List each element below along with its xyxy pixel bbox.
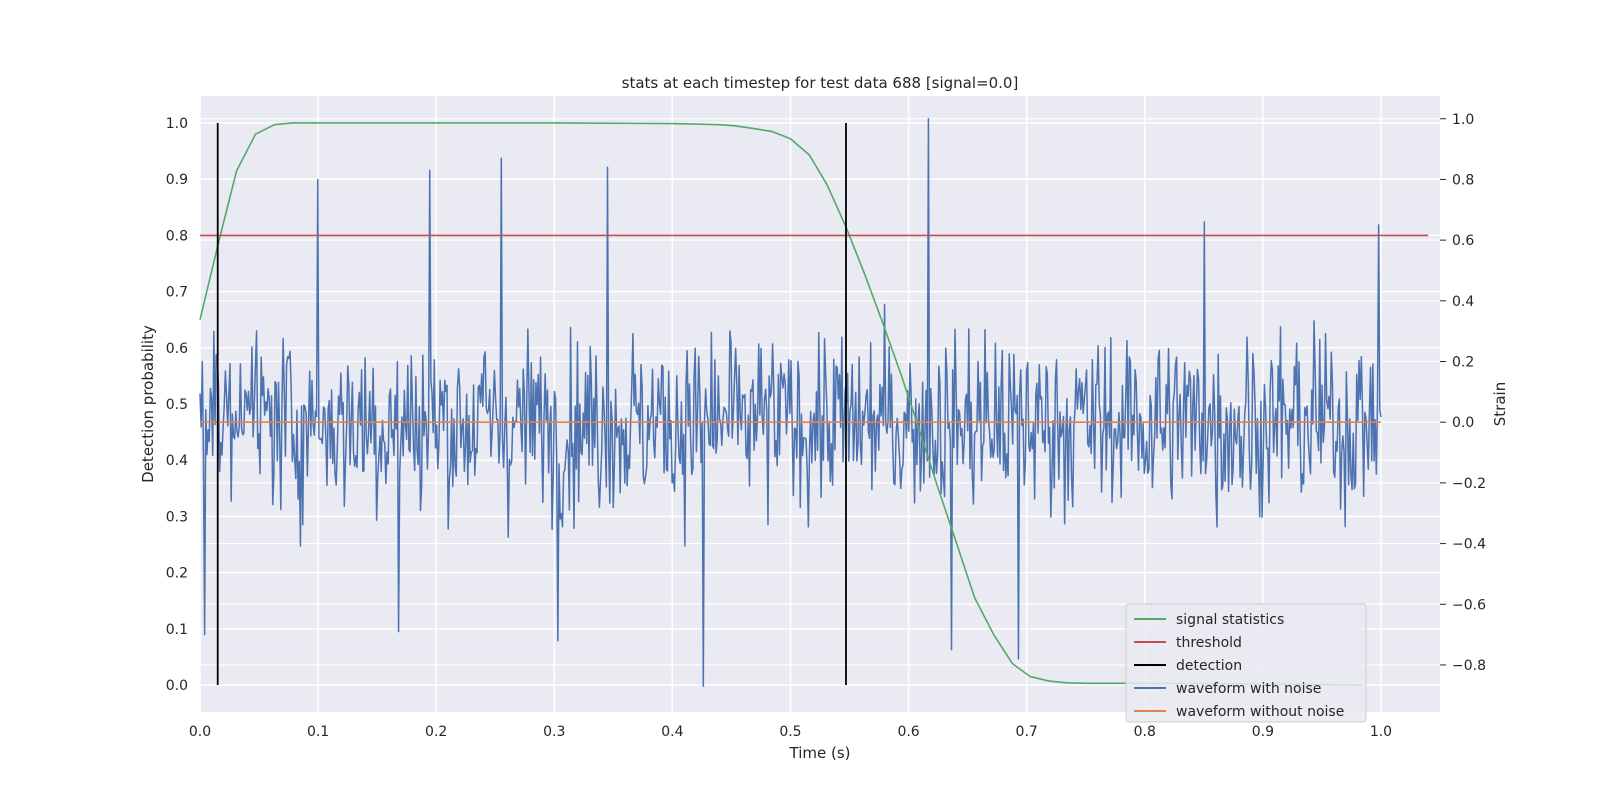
x-tick-label: 0.9 — [1252, 724, 1274, 740]
x-tick-label: 0.2 — [425, 724, 447, 740]
y2-tick-label: −0.2 — [1452, 476, 1486, 492]
y2-axis-title: Strain — [1491, 382, 1509, 426]
legend: signal statistics threshold detection wavef… — [1125, 603, 1367, 723]
x-tick-label: 0.3 — [543, 724, 565, 740]
y2-tick-label: 0.6 — [1452, 233, 1474, 249]
legend-label: signal statistics — [1176, 612, 1284, 628]
y-tick-label: 0.5 — [166, 397, 188, 413]
series-waveform-with-noise — [199, 118, 1382, 687]
series-signal-statistics — [199, 122, 1363, 686]
y-tick-label: 0.2 — [166, 566, 188, 582]
legend-label: waveform with noise — [1176, 681, 1321, 697]
legend-box — [1125, 603, 1367, 723]
x-axis-title: Time (s) — [789, 744, 851, 762]
y-tick-label: 0.3 — [166, 509, 188, 525]
legend-label: detection — [1176, 658, 1242, 674]
x-tick-label: 0.1 — [307, 724, 329, 740]
x-tick-label: 0.0 — [189, 724, 211, 740]
y2-tick-label: −0.4 — [1452, 537, 1486, 553]
y-tick-label: 0.1 — [166, 622, 188, 638]
y2-tick-label: 0.8 — [1452, 172, 1474, 188]
y-tick-label: 0.0 — [166, 678, 188, 694]
y2-tick-label: 1.0 — [1452, 112, 1474, 128]
y2-tick-label: −0.6 — [1452, 597, 1486, 613]
y-axis-title: Detection probability — [139, 325, 157, 483]
legend-label: threshold — [1176, 635, 1242, 651]
y-tick-label: 1.0 — [166, 116, 188, 132]
y2-tick-label: 0.2 — [1452, 355, 1474, 371]
y-tick-label: 0.7 — [166, 285, 188, 301]
y-tick-label: 0.8 — [166, 228, 188, 244]
x-tick-label: 0.8 — [1134, 724, 1156, 740]
x-tick-label: 0.4 — [661, 724, 683, 740]
y-tick-label: 0.9 — [166, 172, 188, 188]
y-tick-label: 0.4 — [166, 453, 188, 469]
y-tick-label: 0.6 — [166, 341, 188, 357]
y2-tick-label: −0.8 — [1452, 658, 1486, 674]
x-tick-label: 0.7 — [1016, 724, 1038, 740]
series-layer — [199, 118, 1429, 687]
y2-tick-label: 0.4 — [1452, 294, 1474, 310]
y2-tick-label: 0.0 — [1452, 415, 1474, 431]
axes-layer: 0.0 0.1 0.2 0.3 0.4 0.5 0.6 0.7 0.8 0.9 1.0 0.0 0.1 0… — [166, 112, 1486, 740]
x-tick-label: 1.0 — [1370, 724, 1392, 740]
chart-title: stats at each timestep for test data 688… — [622, 74, 1019, 92]
legend-label: waveform without noise — [1176, 704, 1344, 720]
x-tick-label: 0.5 — [779, 724, 801, 740]
x-tick-label: 0.6 — [897, 724, 919, 740]
